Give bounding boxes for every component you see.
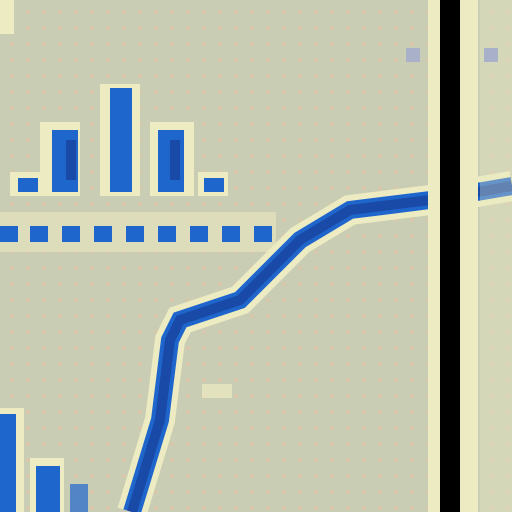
waveform-fragment-left: [0, 408, 88, 512]
pixel-artifacts: [0, 0, 498, 398]
dotted-baseline: [0, 212, 276, 252]
spectrum-peaks-icon: [10, 84, 228, 196]
waveform-curve: [117, 171, 512, 512]
vertical-splitter[interactable]: [428, 0, 512, 512]
